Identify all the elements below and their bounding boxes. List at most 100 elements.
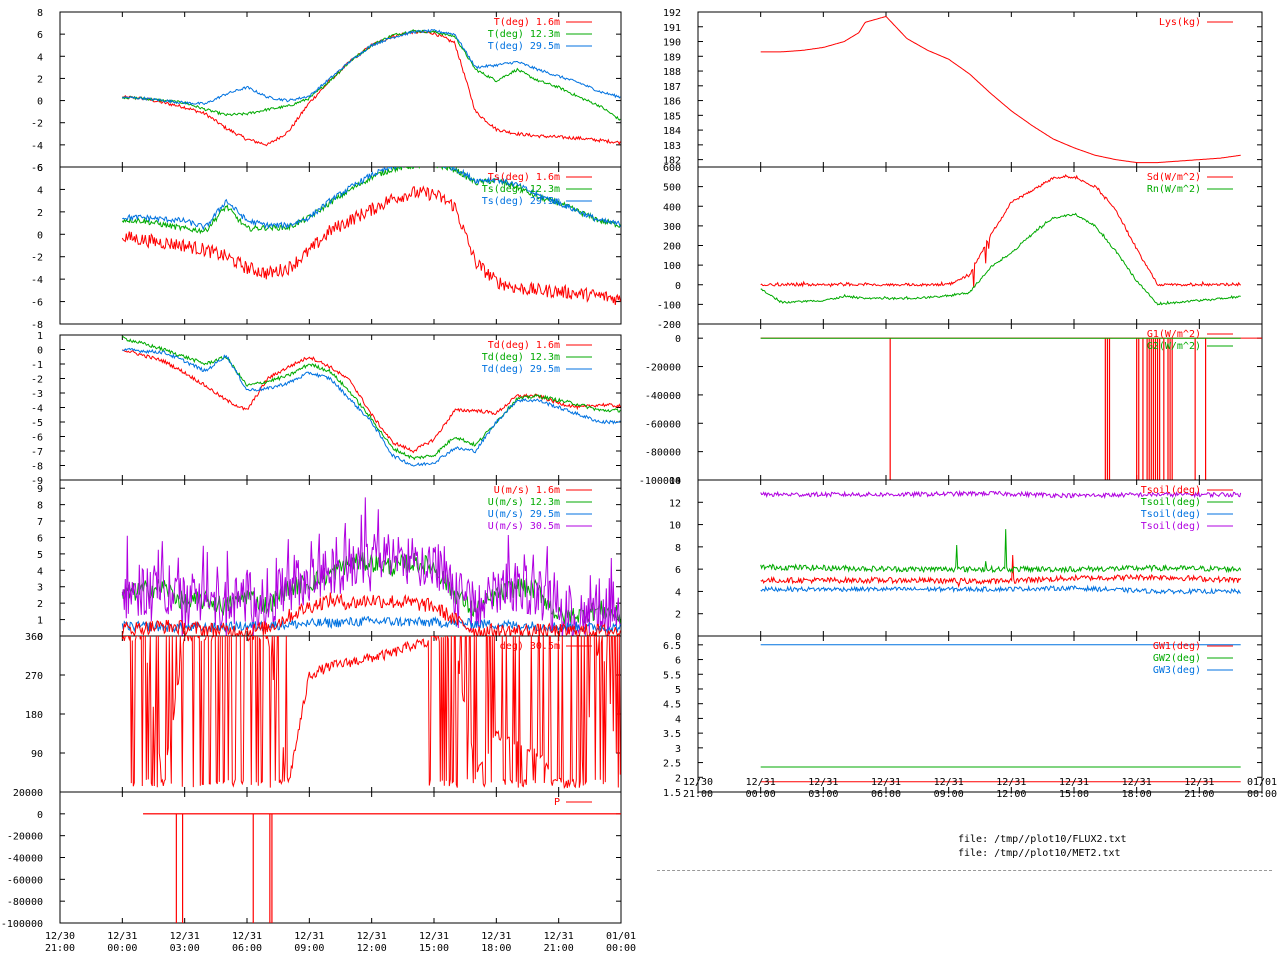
panel-GW: 6.5 6 5.5 5 4.5 4 3.5 3 2.5 2 1.5 GW1(deg)GW2(deg)G…: [663, 635, 1263, 799]
y-tick-label: 8: [37, 8, 43, 19]
y-tick-label: -200: [657, 320, 681, 331]
y-tick-label: 180: [25, 710, 43, 721]
legend-label: deg) 30.5m: [500, 641, 560, 652]
series-line: [760, 174, 1242, 288]
x-tick-label: 01/01: [606, 931, 636, 942]
y-tick-label: -2: [31, 375, 43, 386]
series-line: [121, 28, 621, 106]
y-tick-label: 600: [663, 163, 681, 174]
panel-frame: [59, 166, 622, 325]
y-tick-label: 182: [663, 156, 681, 167]
y-tick-label: 189: [663, 52, 681, 63]
panel-frame: [59, 791, 622, 924]
y-tick-label: -6: [31, 433, 43, 444]
y-tick-label: 6: [675, 565, 681, 576]
legend-label: U(m/s) 30.5m: [488, 521, 560, 532]
y-tick-label: -5: [31, 418, 43, 429]
y-tick-label: 5.5: [663, 670, 681, 681]
plot-area: [760, 337, 1262, 480]
y-tick-label: 20000: [13, 788, 43, 799]
x-tick-label: 12/31: [1184, 777, 1214, 788]
series-line: [121, 592, 621, 636]
legend-label: Td(deg) 12.3m: [482, 352, 560, 363]
y-tick-label: 1.5: [663, 788, 681, 799]
y-tick-label: 2: [37, 208, 43, 219]
y-tick-label: 6: [37, 533, 43, 544]
x-tick-label: 15:00: [419, 943, 449, 954]
x-tick-label: 00:00: [1247, 789, 1277, 800]
y-tick-label: 360: [25, 632, 43, 643]
panel-Td: 10-1-2-3-4-5-6-7-8-9Td(deg) 1.6mTd(deg) …: [31, 331, 622, 487]
y-tick-label: 0: [37, 346, 43, 357]
y-tick-label: 400: [663, 202, 681, 213]
y-tick-label: -80000: [645, 448, 681, 459]
plot-area: [122, 335, 621, 467]
y-tick-label: 3.5: [663, 729, 681, 740]
y-tick-label: 4: [675, 587, 681, 598]
series-line: [122, 335, 621, 461]
y-tick-label: -9: [31, 476, 43, 487]
y-tick-label: -2: [31, 119, 43, 130]
x-tick-label: 12/31: [1059, 777, 1089, 788]
x-tick-label: 12/31: [294, 931, 324, 942]
x-tick-label: 09:00: [934, 789, 964, 800]
plot-area: [760, 489, 1242, 596]
y-tick-label: 0: [37, 97, 43, 108]
x-tick-label: 12/31: [419, 931, 449, 942]
legend-label: G1(W/m^2): [1147, 329, 1201, 340]
y-tick-label: 4.5: [663, 700, 681, 711]
y-tick-label: 2: [675, 773, 681, 784]
legend-label: T(deg) 29.5m: [488, 41, 560, 52]
series-line: [121, 497, 621, 636]
x-tick-label: 12/30: [45, 931, 75, 942]
y-tick-label: 0: [675, 334, 681, 345]
y-tick-label: 300: [663, 222, 681, 233]
x-tick-label: 21:00: [1184, 789, 1214, 800]
plot-area: [760, 174, 1242, 306]
legend-label: U(m/s) 1.6m: [494, 485, 560, 496]
y-tick-label: -80000: [7, 897, 43, 908]
legend-label: GW3(deg): [1153, 665, 1201, 676]
y-tick-label: -8: [31, 320, 43, 331]
panel-Dir: 360 270 180 90 deg) 30.5m: [25, 632, 622, 793]
x-tick-label: 18:00: [481, 943, 511, 954]
series-line: [122, 347, 621, 467]
legend-label: GW2(deg): [1153, 653, 1201, 664]
y-tick-label: 2: [37, 599, 43, 610]
plot-area: [121, 167, 621, 306]
plot-area: [760, 644, 1241, 783]
panel-P: 20000 0 -20000 -40000 -60000 -80000 -100000 P: [1, 788, 622, 930]
y-tick-label: 0: [675, 281, 681, 292]
y-tick-label: 2.5: [663, 759, 681, 770]
x-tick-label: 00:00: [606, 943, 636, 954]
y-tick-label: 2: [37, 74, 43, 85]
x-tick-label: 12/31: [170, 931, 200, 942]
legend-label: Td(deg) 29.5m: [482, 364, 560, 375]
y-tick-label: 0: [37, 230, 43, 241]
legend-label: Tsoil(deg): [1141, 521, 1201, 532]
y-tick-label: 1: [37, 616, 43, 627]
series-line: [121, 185, 621, 306]
legend-label: Tsoil(deg): [1141, 485, 1201, 496]
x-tick-label: 12:00: [357, 943, 387, 954]
y-tick-label: 4: [37, 185, 43, 196]
legend-label: Ts(deg) 12.3m: [482, 184, 560, 195]
series-line: [121, 615, 621, 634]
y-tick-label: -60000: [645, 419, 681, 430]
y-tick-label: 0: [675, 632, 681, 643]
y-tick-label: 6: [675, 656, 681, 667]
x-tick-label: 12/31: [996, 777, 1026, 788]
y-tick-label: 9: [37, 484, 43, 495]
x-tick-label: 12/31: [808, 777, 838, 788]
y-tick-label: -40000: [7, 854, 43, 865]
y-tick-label: 4: [37, 566, 43, 577]
legend-label: P: [554, 797, 560, 808]
panel-frame: [59, 635, 622, 793]
y-tick-label: 270: [25, 671, 43, 682]
x-tick-label: 12/31: [934, 777, 964, 788]
y-tick-label: 100: [663, 261, 681, 272]
legend-label: Tsoil(deg): [1141, 497, 1201, 508]
